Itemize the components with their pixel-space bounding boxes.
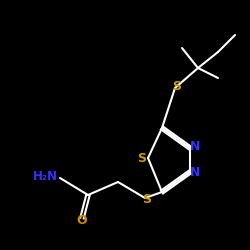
Text: H₂N: H₂N <box>32 170 58 183</box>
Text: S: S <box>142 193 151 206</box>
Text: S: S <box>137 152 146 164</box>
Text: N: N <box>190 166 201 179</box>
Text: N: N <box>190 140 201 153</box>
Text: O: O <box>77 214 87 228</box>
Text: S: S <box>172 80 181 93</box>
